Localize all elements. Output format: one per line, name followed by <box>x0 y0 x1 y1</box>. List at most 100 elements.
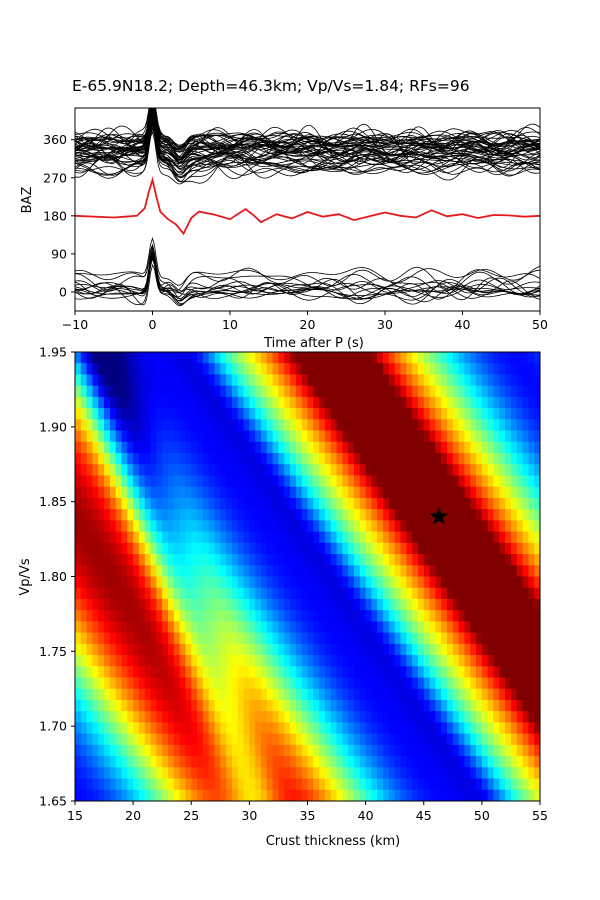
heatmap-cell <box>342 396 349 409</box>
heatmap-cell <box>121 509 128 521</box>
heatmap-cell <box>464 744 471 757</box>
heatmap-cell <box>104 699 111 712</box>
rf-xtick-label: 20 <box>300 317 316 332</box>
heatmap-cell <box>278 464 285 477</box>
heatmap-cell <box>237 497 245 510</box>
heatmap-cell <box>470 688 477 701</box>
heatmap-cell <box>109 385 117 398</box>
heatmap-cell <box>423 554 431 566</box>
heatmap-cell <box>330 655 338 667</box>
heatmap-cell <box>162 767 169 780</box>
heatmap-cell <box>383 430 390 443</box>
heatmap-cell <box>255 419 262 432</box>
heatmap-cell <box>220 677 227 690</box>
rf-xtick-label: 30 <box>377 317 393 332</box>
heatmap-cell <box>354 554 361 566</box>
heatmap-cell <box>138 643 146 656</box>
hk-ytick-label: 1.65 <box>39 794 67 809</box>
heatmap-cell <box>447 475 454 488</box>
heatmap-cell <box>452 509 460 521</box>
heatmap-cell <box>481 733 489 746</box>
heatmap-cell <box>237 722 245 735</box>
hk-xtick-label: 20 <box>125 808 141 823</box>
heatmap-cell <box>406 722 413 735</box>
rf-trace <box>75 108 540 158</box>
heatmap-cell <box>348 464 355 477</box>
heatmap-cell <box>162 486 169 499</box>
heatmap-cell <box>127 408 134 420</box>
heatmap-cell <box>255 666 262 679</box>
heatmap-cell <box>290 430 297 443</box>
heatmap-cell <box>383 666 390 679</box>
heatmap-cell <box>324 430 332 443</box>
heatmap-cell <box>133 632 140 645</box>
heatmap-cell <box>179 666 187 679</box>
heatmap-cell <box>226 610 233 622</box>
heatmap-cell <box>522 486 529 499</box>
heatmap-cell <box>319 722 326 735</box>
heatmap-cell <box>499 643 506 656</box>
heatmap-cell <box>75 352 82 364</box>
heatmap-cell <box>86 554 94 566</box>
heatmap-cell <box>249 363 256 376</box>
heatmap-cell <box>243 756 250 768</box>
heatmap-cell <box>458 554 466 566</box>
heatmap-cell <box>307 699 314 712</box>
heatmap-cell <box>295 711 303 724</box>
heatmap-cell <box>109 497 117 510</box>
heatmap-cell <box>191 542 198 555</box>
heatmap-cell <box>388 688 396 701</box>
heatmap-cell <box>336 419 343 432</box>
heatmap-cell <box>191 621 198 634</box>
heatmap-cell <box>371 374 378 387</box>
heatmap-cell <box>406 598 413 611</box>
heatmap-cell <box>191 352 198 364</box>
heatmap-cell <box>191 744 198 757</box>
heatmap-cell <box>429 632 436 645</box>
heatmap-cell <box>412 767 419 780</box>
heatmap-cell <box>417 610 425 622</box>
heatmap-cell <box>423 587 431 600</box>
heatmap-cell <box>487 374 495 387</box>
heatmap-cell <box>429 352 436 364</box>
rf-xtick-label: 10 <box>222 317 238 332</box>
heatmap-cell <box>522 509 529 521</box>
heatmap-cell <box>534 520 540 533</box>
heatmap-cell <box>220 744 227 757</box>
heatmap-cell <box>400 576 407 589</box>
heatmap-cell <box>156 565 163 578</box>
heatmap-cell <box>179 565 187 578</box>
heatmap-cell <box>371 497 378 510</box>
heatmap-cell <box>237 598 245 611</box>
heatmap-cell <box>261 419 268 432</box>
heatmap-cell <box>377 408 384 420</box>
heatmap-cell <box>493 464 500 477</box>
heatmap-cell <box>156 632 163 645</box>
heatmap-cell <box>138 396 146 409</box>
heatmap-cell <box>330 666 338 679</box>
heatmap-cell <box>162 711 169 724</box>
heatmap-cell <box>168 666 175 679</box>
heatmap-cell <box>179 497 187 510</box>
heatmap-cell <box>365 598 373 611</box>
heatmap-cell <box>237 565 245 578</box>
heatmap-cell <box>156 711 163 724</box>
heatmap-cell <box>371 453 378 465</box>
heatmap-cell <box>470 352 477 364</box>
heatmap-cell <box>261 655 268 667</box>
heatmap-cell <box>109 587 117 600</box>
heatmap-cell <box>185 385 192 398</box>
heatmap-cell <box>301 632 309 645</box>
heatmap-cell <box>528 778 535 791</box>
heatmap-cell <box>336 789 343 801</box>
heatmap-cell <box>394 655 402 667</box>
heatmap-cell <box>109 722 117 735</box>
heatmap-cell <box>371 587 378 600</box>
heatmap-cell <box>301 419 309 432</box>
heatmap-cell <box>75 699 82 712</box>
heatmap-cell <box>295 699 303 712</box>
heatmap-cell <box>534 655 540 667</box>
heatmap-cell <box>295 598 303 611</box>
heatmap-cell <box>307 655 314 667</box>
heatmap-cell <box>208 767 216 780</box>
